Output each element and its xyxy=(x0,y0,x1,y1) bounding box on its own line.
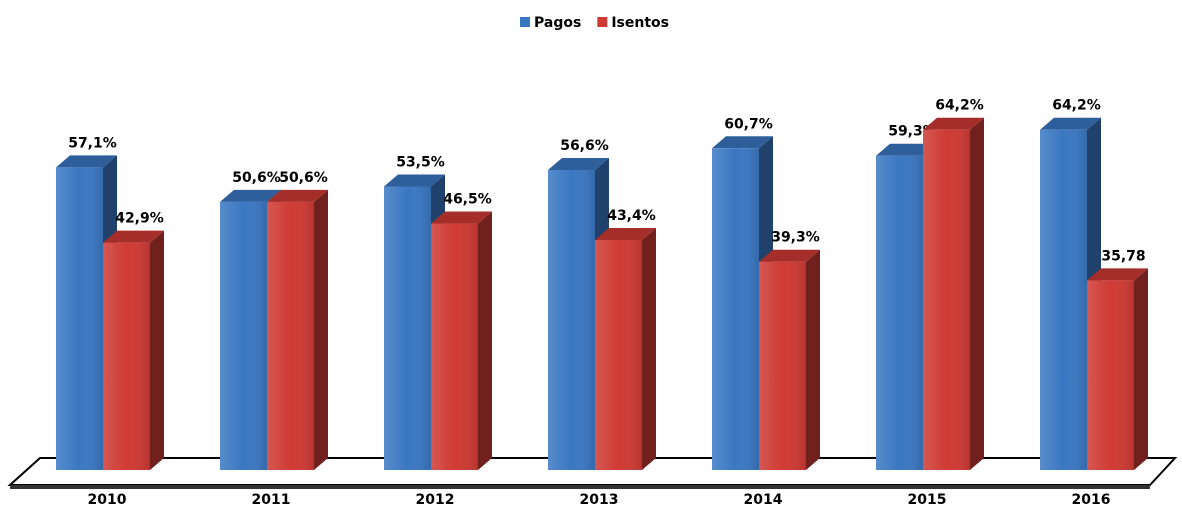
bar-shade xyxy=(1040,129,1087,471)
bar-side xyxy=(642,227,656,470)
bar-shade xyxy=(712,148,759,471)
bar-shade xyxy=(220,201,267,470)
legend-label: Isentos xyxy=(611,15,669,31)
bar-top xyxy=(1087,268,1148,281)
bar-top xyxy=(1040,117,1101,130)
legend-swatch xyxy=(597,17,608,27)
bar-top xyxy=(712,136,773,149)
data-label: 56,6% xyxy=(560,138,609,154)
bar-shade xyxy=(1087,280,1134,470)
bar-top xyxy=(56,155,117,168)
data-label: 35,78 xyxy=(1101,248,1145,264)
bar-side xyxy=(806,249,820,470)
x-tick-label: 2012 xyxy=(416,492,455,508)
bar-shade xyxy=(103,242,150,470)
bar-shade xyxy=(595,239,642,470)
x-tick-label: 2016 xyxy=(1072,492,1111,508)
bar-shade xyxy=(267,201,314,470)
bar-top xyxy=(595,227,656,240)
x-tick-label: 2013 xyxy=(580,492,619,508)
bar-side xyxy=(314,189,328,470)
bar-top xyxy=(876,143,937,156)
x-tick-label: 2014 xyxy=(744,492,783,508)
legend-swatch xyxy=(520,17,530,27)
bar-top xyxy=(431,211,492,224)
floor-edge xyxy=(10,485,1150,489)
data-label: 64,2% xyxy=(935,98,984,114)
bar-side xyxy=(478,211,492,471)
bar-shade xyxy=(431,223,478,470)
data-label: 60,7% xyxy=(724,116,773,132)
bar-top xyxy=(548,158,609,171)
data-label: 53,5% xyxy=(396,154,445,170)
bar-top xyxy=(759,249,820,262)
bar-top xyxy=(384,174,445,187)
data-label: 42,9% xyxy=(115,211,164,227)
data-label: 46,5% xyxy=(443,192,492,208)
data-label: 64,2% xyxy=(1052,98,1101,114)
bar-top xyxy=(220,189,281,202)
data-label: 50,6% xyxy=(232,170,281,186)
bar-top xyxy=(923,117,984,130)
data-label: 50,6% xyxy=(279,170,328,186)
data-label: 43,4% xyxy=(607,208,656,224)
bar-side xyxy=(150,230,164,470)
bar-shade xyxy=(384,186,431,470)
data-label: 57,1% xyxy=(68,135,117,151)
bar-shade xyxy=(923,129,970,471)
legend-label: Pagos xyxy=(534,15,581,31)
x-tick-label: 2015 xyxy=(908,492,947,508)
x-tick-label: 2011 xyxy=(252,492,291,508)
bar-shade xyxy=(56,167,103,470)
bar-side xyxy=(1134,268,1148,470)
bar-side xyxy=(970,117,984,471)
bar-shade xyxy=(759,261,806,470)
bar-shade xyxy=(876,155,923,470)
bar-shade xyxy=(548,170,595,470)
bar-top xyxy=(103,230,164,243)
x-tick-label: 2010 xyxy=(88,492,127,508)
bar-top xyxy=(267,189,328,202)
data-label: 39,3% xyxy=(771,230,820,246)
